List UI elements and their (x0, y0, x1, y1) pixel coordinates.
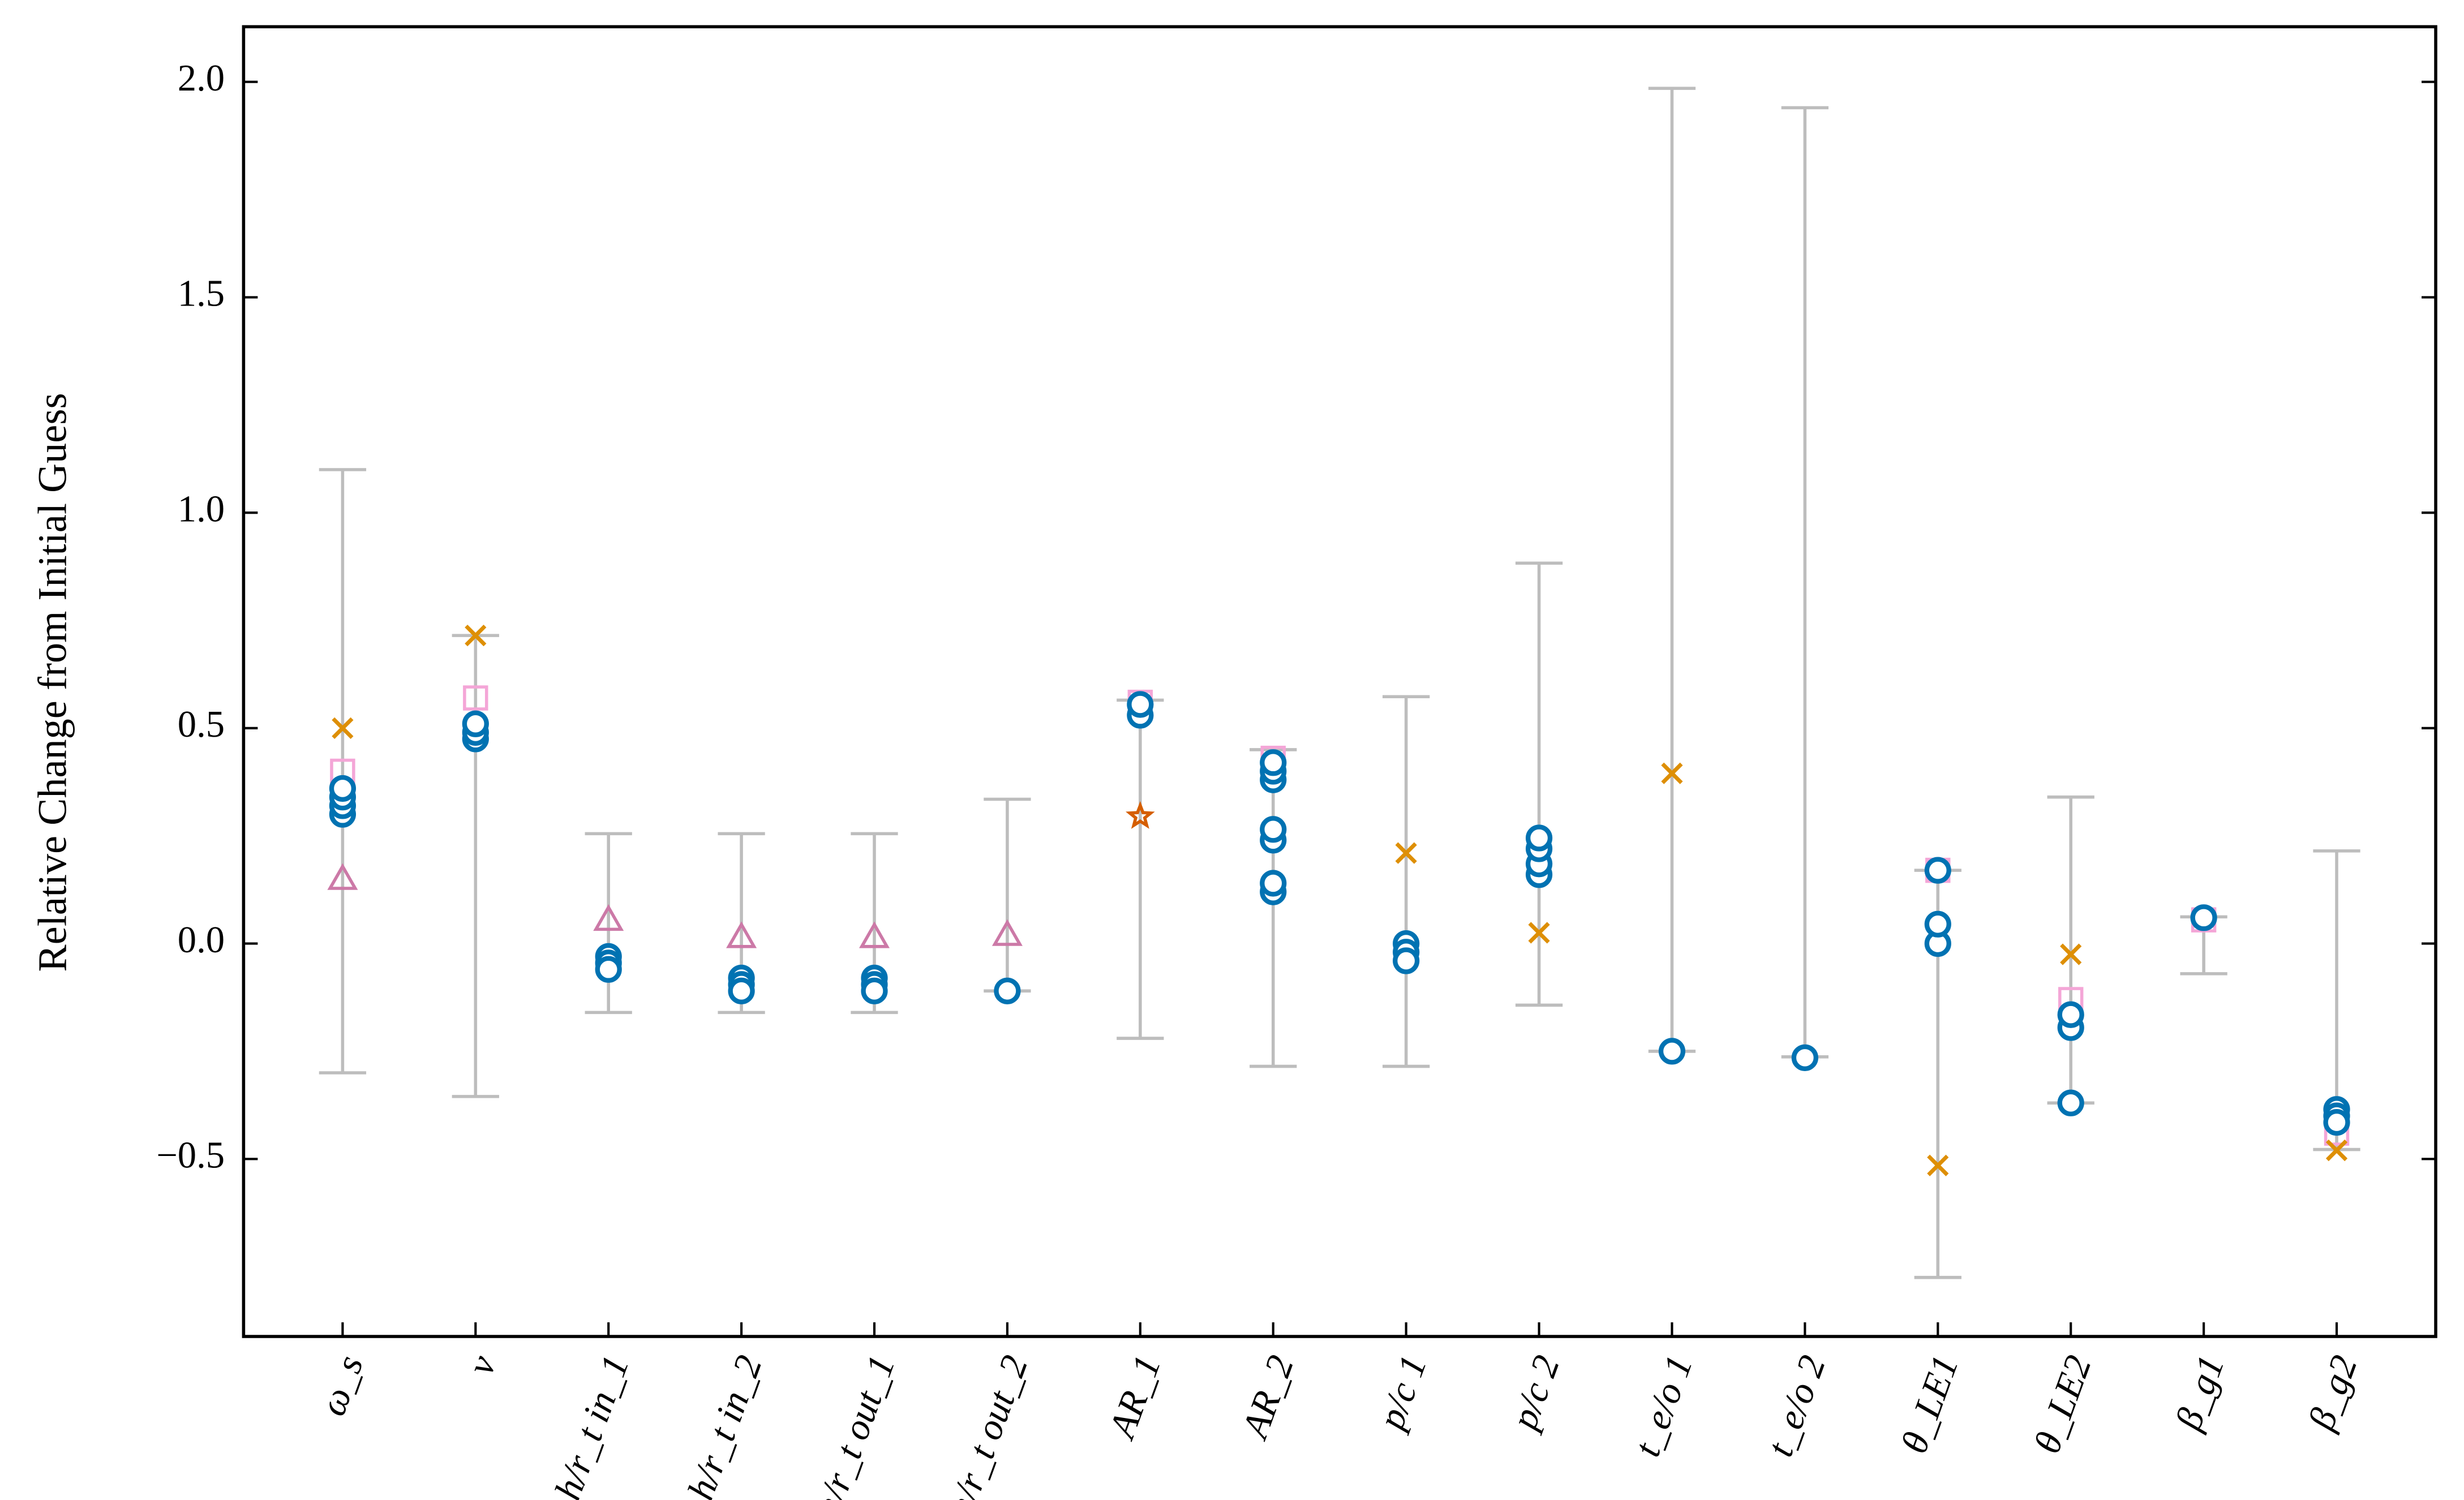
y-tick-label: 1.5 (178, 273, 225, 315)
y-tick-label: 0.5 (178, 704, 225, 745)
x-marker (332, 717, 354, 739)
y-tick-label: −0.5 (156, 1135, 225, 1176)
circle-marker (861, 977, 888, 1004)
circle-marker (1260, 816, 1287, 843)
triangle-marker (726, 921, 757, 948)
circle-marker (728, 977, 755, 1004)
circle-marker (1127, 691, 1154, 718)
x-tick-label: ω_s (312, 1350, 371, 1421)
triangle-marker (859, 921, 890, 948)
triangle-marker (593, 904, 624, 931)
circle-marker (1924, 910, 1951, 938)
circle-marker (994, 977, 1021, 1004)
x-tick-label: p/c 2 (1503, 1350, 1568, 1436)
circle-marker (2057, 1001, 2084, 1028)
y-tick-label: 2.0 (178, 58, 225, 99)
x-tick-label: θ_LE2 (2027, 1350, 2100, 1459)
circle-marker (1924, 857, 1951, 884)
x-marker (2060, 943, 2082, 965)
circle-marker (2323, 1108, 2350, 1136)
x-marker (1927, 1154, 1949, 1176)
circle-marker (329, 775, 357, 802)
circle-marker (462, 710, 489, 737)
x-marker (1661, 762, 1683, 784)
x-tick-label: β_g1 (2167, 1350, 2233, 1436)
plot-frame (242, 25, 2437, 1338)
star-marker (1126, 801, 1155, 829)
x-tick-label: t_e/o 2 (1759, 1350, 1834, 1462)
x-marker (465, 625, 487, 647)
y-tick-label: 0.0 (178, 919, 225, 961)
circle-marker (1791, 1044, 1818, 1071)
circle-marker (2190, 904, 2217, 931)
circle-marker (2057, 1089, 2084, 1116)
x-tick-label: θ_LE1 (1894, 1350, 1967, 1459)
x-tick-label: t_e/o 1 (1626, 1350, 1701, 1462)
x-marker (1395, 842, 1417, 864)
x-tick-label: r_h/r_t out_1 (795, 1350, 903, 1500)
circle-marker (1260, 749, 1287, 776)
x-tick-label: p/c 1 (1370, 1350, 1435, 1436)
triangle-marker (991, 919, 1023, 946)
x-tick-label: r_h/r_t out_2 (928, 1350, 1036, 1500)
y-axis-label: Relative Change from Initial Guess (30, 393, 75, 972)
x-tick-label: r_h/r_t in_2 (668, 1350, 770, 1500)
square-marker (463, 685, 488, 711)
circle-marker (1658, 1038, 1686, 1065)
x-tick-label: AR_1 (1101, 1350, 1169, 1445)
circle-marker (595, 956, 622, 983)
y-tick-label: 1.0 (178, 488, 225, 530)
x-marker (2325, 1139, 2348, 1162)
circle-marker (1260, 870, 1287, 897)
x-tick-label: β_g2 (2300, 1350, 2366, 1436)
x-tick-label: AR_2 (1234, 1350, 1302, 1445)
x-marker (1528, 922, 1550, 944)
triangle-marker (327, 863, 358, 890)
circle-marker (1525, 824, 1553, 852)
x-tick-label: ν (460, 1350, 504, 1380)
circle-marker (1393, 947, 1420, 974)
x-tick-label: r_h/r_t in_1 (536, 1350, 637, 1500)
